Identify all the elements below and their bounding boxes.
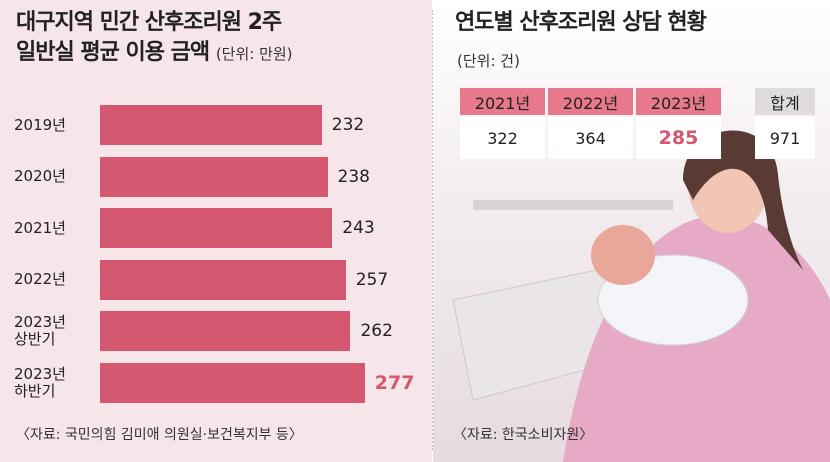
table-value: 285 <box>636 117 721 159</box>
value-label: 257 <box>355 269 389 290</box>
category-label: 2023년 하반기 <box>14 364 66 400</box>
value-label: 243 <box>342 218 375 238</box>
bar-row: 2019년 232 <box>0 105 432 145</box>
bar-row: 2021년 243 <box>0 208 432 248</box>
bar <box>100 311 351 351</box>
bar-row: 2020년 238 <box>0 156 432 197</box>
category-label: 2022년 <box>14 270 66 288</box>
bar <box>100 105 322 145</box>
baby-face <box>591 225 655 285</box>
category-label: 2020년 <box>14 167 66 185</box>
category-label: 2019년 <box>14 115 66 134</box>
table-title: 연도별 산후조리원 상담 현황 <box>455 10 707 35</box>
category-label: 2023년 상반기 <box>14 313 66 348</box>
bar-row: 2023년 상반기 262 <box>0 311 432 351</box>
bar <box>100 259 346 300</box>
category-label: 2021년 <box>14 218 66 237</box>
table-header: 2021년 <box>460 88 545 115</box>
chart-source: 〈자료: 국민의힘 김미애 의원실·보건복지부 등〉 <box>16 427 303 443</box>
table-source: 〈자료: 한국소비자원〉 <box>453 427 594 443</box>
hair <box>683 130 803 270</box>
bed-rail <box>473 200 673 210</box>
right-panel: 연도별 산후조리원 상담 현황 (단위: 건) 2021년 322 2022년 364… <box>433 0 830 462</box>
table-header: 2023년 <box>636 88 721 115</box>
chart-title: 대구지역 민간 산후조리원 2주 일반실 평균 이용 금액 <box>16 10 282 65</box>
bar <box>100 156 328 197</box>
chart-title-block: 대구지역 민간 산후조리원 2주 일반실 평균 이용 금액 (단위: 만원) <box>16 8 293 69</box>
table-subtitle: (단위: 건) <box>457 52 520 70</box>
bar <box>100 208 333 248</box>
left-panel: 대구지역 민간 산후조리원 2주 일반실 평균 이용 금액 (단위: 만원) 2… <box>0 0 432 462</box>
bar-row: 2023년 하반기 277 <box>0 362 432 403</box>
table-value: 322 <box>460 117 545 159</box>
value-label: 232 <box>331 115 365 135</box>
bar <box>100 362 365 403</box>
table-header: 2022년 <box>548 88 633 115</box>
table-value: 364 <box>548 117 633 159</box>
value-label: 277 <box>374 371 415 394</box>
chart-subtitle: (단위: 만원) <box>215 45 293 63</box>
value-label: 262 <box>360 321 393 341</box>
value-label: 238 <box>337 166 370 187</box>
bar-row: 2022년 257 <box>0 259 432 300</box>
illustration <box>452 130 830 462</box>
table-value: 971 <box>755 117 815 159</box>
table-header: 합계 <box>755 88 815 115</box>
